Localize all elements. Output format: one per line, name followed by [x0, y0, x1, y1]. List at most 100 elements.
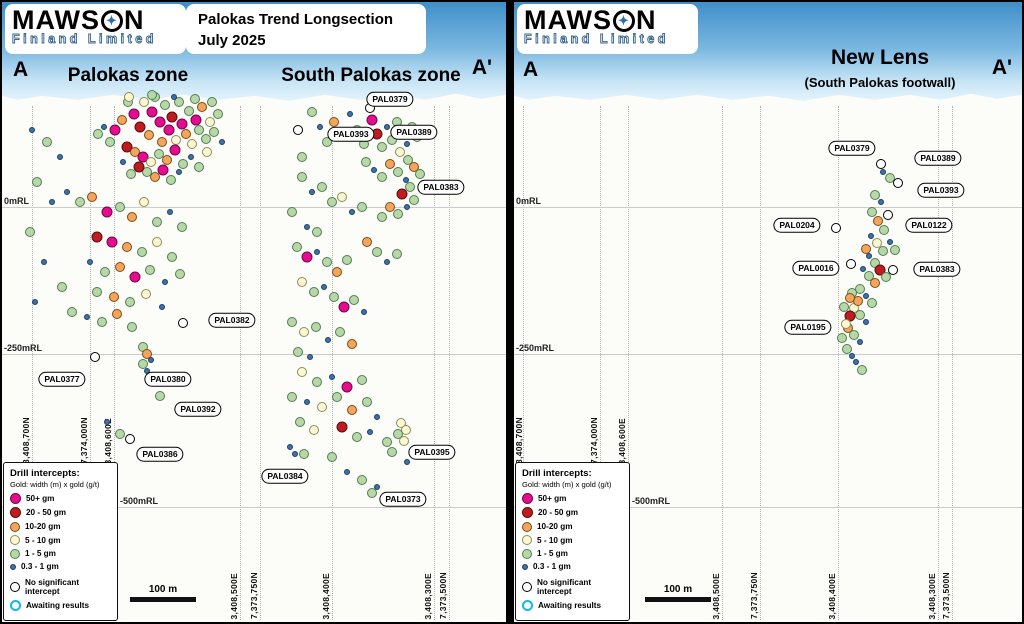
drill-intercept-p1 [145, 265, 155, 275]
section-marker-a-prime: A' [471, 56, 492, 79]
drill-intercept-p1 [137, 247, 147, 257]
drill-intercept-p03 [159, 304, 165, 310]
gridline-horizontal [2, 354, 506, 355]
legend-item: 20 - 50 gm [522, 507, 623, 518]
drill-intercept-p1 [160, 100, 170, 110]
legend: Drill intercepts: Gold: width (m) x gold … [3, 461, 118, 621]
p50-icon [10, 492, 21, 504]
gridline-horizontal [514, 354, 1022, 355]
drill-intercept-p50 [366, 114, 378, 126]
drill-intercept-p1 [857, 365, 867, 375]
drill-intercept-p1 [332, 392, 342, 402]
drill-intercept-nsi [178, 318, 188, 328]
drill-intercept-p03 [29, 127, 35, 133]
drill-intercept-p1 [322, 137, 332, 147]
drill-intercept-p1 [307, 107, 317, 117]
drill-intercept-p1 [839, 302, 849, 312]
drill-intercept-nsi [90, 352, 100, 362]
figure-title-line2: July 2025 [198, 32, 266, 49]
drill-intercept-p1 [878, 246, 888, 256]
p1-icon [10, 548, 20, 559]
drill-intercept-p10 [861, 244, 871, 254]
drill-intercept-p1 [177, 222, 187, 232]
drill-intercept-p50 [163, 124, 175, 136]
drill-intercept-p03 [162, 279, 168, 285]
drill-intercept-nsi [293, 125, 303, 135]
drill-intercept-p50 [109, 124, 121, 136]
logo-subtitle: Finland Limited [12, 32, 157, 47]
legend-item: 50+ gm [522, 492, 623, 504]
drill-intercept-p03 [57, 154, 63, 160]
drill-intercept-p1 [352, 432, 362, 442]
drill-intercept-p1 [287, 317, 297, 327]
legend-subtitle: Gold: width (m) x gold (g/t) [10, 479, 100, 489]
drill-intercept-p03 [176, 169, 182, 175]
drill-intercept-p03 [863, 319, 869, 325]
drill-intercept-p50 [338, 301, 350, 313]
drill-intercept-p1 [867, 207, 877, 217]
drill-intercept-p1 [403, 155, 413, 165]
logo-text-right: N [636, 5, 657, 35]
drill-intercept-p1 [867, 298, 877, 308]
drill-intercept-p1 [415, 169, 425, 179]
logo-subtitle: Finland Limited [524, 32, 669, 47]
drill-intercept-p1 [207, 97, 217, 107]
gridline-vertical [114, 106, 115, 620]
drill-intercept-p1 [881, 272, 891, 282]
mawson-logo: MAWS ✦ N Finland Limited [517, 4, 698, 54]
drill-intercept-p50 [154, 116, 166, 128]
p1-icon [522, 548, 532, 559]
drill-intercept-p1 [155, 391, 165, 401]
drill-intercept-p03 [374, 414, 380, 420]
drillhole-label: PAL0392 [174, 401, 222, 417]
drill-intercept-p1 [393, 429, 403, 439]
drill-intercept-p10 [409, 162, 419, 172]
logo-text-left: MAWS [524, 5, 612, 35]
drill-intercept-p1 [377, 172, 387, 182]
drill-intercept-p10 [144, 130, 154, 140]
drillhole-label: PAL0386 [136, 446, 184, 462]
drill-intercept-p5 [171, 135, 181, 145]
scale-bar-rule [130, 597, 196, 602]
drill-intercept-p03 [374, 484, 380, 490]
legend-item-label: 50+ gm [26, 493, 55, 503]
drill-intercept-p03 [292, 451, 298, 457]
drill-intercept-p1 [855, 310, 865, 320]
drill-intercept-p03 [860, 266, 866, 272]
gridline-vertical [722, 106, 723, 620]
drill-intercept-p1 [292, 242, 302, 252]
drill-intercept-nsi [846, 259, 856, 269]
drill-intercept-p1 [342, 255, 352, 265]
drill-intercept-p5 [317, 402, 327, 412]
p03-icon [10, 563, 16, 570]
drillhole-label: PAL0122 [905, 217, 953, 233]
drill-intercept-p03 [64, 189, 70, 195]
drill-intercept-p1 [166, 175, 176, 185]
legend-item-label: 5 - 10 gm [25, 535, 61, 545]
drill-intercept-nsi [888, 265, 898, 275]
drill-intercept-p03 [404, 459, 410, 465]
coordinate-label: 7,373,500N [438, 572, 448, 619]
drill-intercept-p1 [125, 297, 135, 307]
p5-icon [10, 535, 20, 545]
drillhole-label: PAL0395 [408, 444, 456, 460]
zone-subtitle-footwall: (South Palokas footwall) [804, 75, 956, 90]
plot-area: 0mRL -250mRL -500mRL 3,408,700N 7,374,000N 3,… [514, 2, 1022, 622]
compass-icon: ✦ [101, 9, 123, 32]
coordinate-label: 7,373,750N [749, 572, 759, 619]
drill-intercept-p1 [387, 447, 397, 457]
drillhole-label: PAL0389 [390, 124, 438, 140]
drill-intercept-p03 [101, 124, 107, 130]
drill-intercept-p03 [104, 419, 110, 425]
drill-intercept-p03 [868, 233, 874, 239]
logo-wordmark: MAWS ✦ N [12, 6, 178, 35]
gridline-vertical [600, 106, 601, 620]
drill-intercept-p1 [297, 152, 307, 162]
p5-icon [522, 535, 532, 545]
drill-intercept-p20 [874, 264, 886, 276]
drill-intercept-p1 [382, 437, 392, 447]
nsi-icon [10, 582, 20, 592]
drill-intercept-p50 [106, 236, 118, 248]
drill-intercept-p10 [845, 293, 855, 303]
drill-intercept-p10 [385, 159, 395, 169]
